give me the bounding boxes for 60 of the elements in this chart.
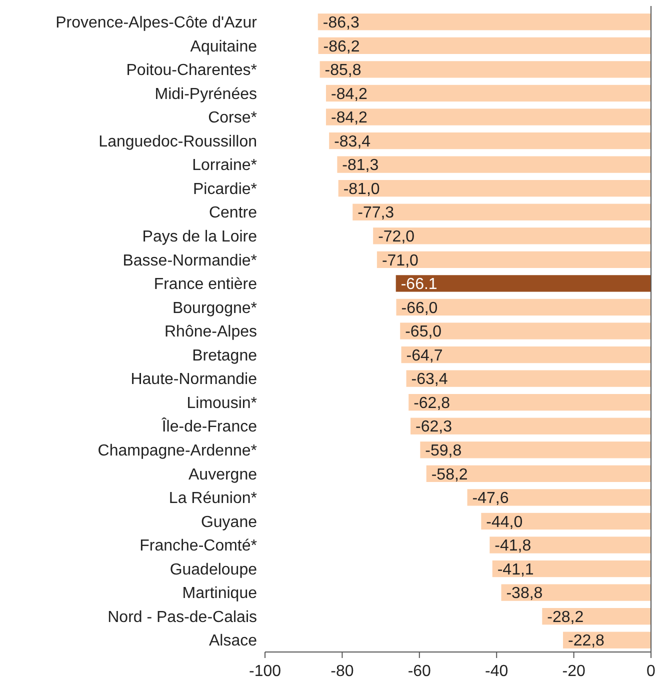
y-tick-label: La Réunion* [168,490,257,508]
data-label: -41,8 [494,538,532,555]
y-tick-label: Île-de-France [160,418,258,436]
data-label: -28,2 [547,608,584,626]
x-tick-label: -100 [248,663,282,680]
data-label: -38,8 [506,585,543,602]
y-tick-label: Picardie* [192,180,257,198]
x-tick-label: -20 [562,663,586,680]
data-label: -81,0 [343,180,380,198]
data-label: -58,2 [431,466,468,484]
data-label: -41,1 [497,561,534,578]
y-tick-label: Basse-Normandie* [122,252,257,270]
y-tick-label: France entière [154,276,258,294]
y-tick-label: Nord - Pas-de-Calais [108,608,257,626]
y-tick-label: Corse* [208,110,257,127]
y-tick-label: Alsace [208,632,258,650]
data-label: -44,0 [486,514,523,531]
data-label: -84,2 [330,86,368,103]
data-label: -84,2 [330,110,368,127]
y-tick-label: Limousin* [186,394,257,412]
data-label: -85,8 [324,62,362,80]
y-tick-label: Languedoc-Roussillon [98,133,257,150]
data-label: -66.1 [400,276,438,294]
y-tick-label: Haute-Normandie [130,371,258,388]
x-tick-label: -40 [485,663,508,680]
data-label: -22,8 [568,632,605,650]
x-tick-label: 0 [646,663,656,680]
y-tick-label: Franche-Comté* [140,538,257,555]
data-label: -62,3 [416,418,452,436]
y-tick-label: Midi-Pyrénées [154,86,257,103]
y-tick-label: Martinique [182,585,258,602]
data-label: -86,2 [323,38,360,56]
data-label: -65,0 [405,324,442,341]
x-tick-label: -80 [330,663,354,680]
data-label: -81,3 [342,157,379,174]
data-label: -59,8 [425,442,462,460]
y-tick-label: Guadeloupe [170,561,258,578]
data-label: -63,4 [411,371,448,388]
data-label: -77,3 [358,204,394,222]
data-label: -47,6 [472,490,509,508]
x-tick-label: -60 [408,663,432,680]
y-tick-label: Poitou-Charentes* [126,62,257,80]
y-tick-label: Provence-Alpes-Côte d'Azur [56,14,258,32]
data-label: -66,0 [401,300,438,317]
data-label: -72,0 [378,228,415,246]
y-tick-label: Champagne-Ardenne* [98,442,257,460]
y-tick-label: Aquitaine [190,38,258,56]
y-tick-label: Guyane [200,514,258,531]
y-tick-label: Pays de la Loire [142,228,258,246]
y-tick-label: Rhône-Alpes [164,324,257,341]
y-tick-label: Auvergne [188,466,258,484]
data-label: -64,7 [406,347,443,364]
data-label: -83,4 [334,133,371,150]
y-tick-label: Centre [208,204,258,222]
data-label: -62,8 [414,394,450,412]
y-tick-label: Bourgogne* [172,300,257,317]
data-label: -86,3 [322,14,360,32]
data-label: -71,0 [382,252,419,270]
y-tick-label: Lorraine* [192,157,257,174]
y-tick-label: Bretagne [192,347,258,364]
